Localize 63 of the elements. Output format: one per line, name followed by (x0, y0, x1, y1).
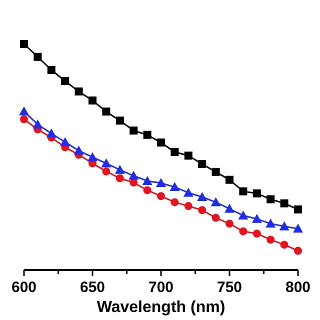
x-tick-label: 600 (11, 279, 37, 296)
point (19, 106, 29, 116)
point (294, 246, 302, 255)
point (239, 187, 248, 196)
point (74, 146, 84, 155)
point (46, 128, 56, 138)
point (116, 174, 124, 182)
point (198, 160, 206, 168)
point (47, 66, 56, 74)
point (143, 130, 152, 139)
point (226, 220, 234, 228)
point (170, 148, 179, 156)
point (198, 206, 206, 214)
point (226, 176, 234, 184)
point (183, 188, 194, 197)
point (157, 192, 165, 200)
point (142, 176, 152, 185)
point (293, 224, 303, 233)
point (239, 227, 248, 236)
point (210, 197, 221, 206)
point (266, 236, 275, 244)
x-tick-label: 650 (80, 279, 106, 296)
point (20, 40, 28, 48)
point (266, 195, 275, 204)
x-axis-title: Wavelength (nm) (96, 299, 226, 316)
point (61, 77, 70, 86)
point (88, 96, 96, 104)
point (252, 189, 261, 198)
point (170, 182, 180, 192)
point (156, 178, 166, 187)
point (32, 119, 43, 128)
point (116, 116, 124, 125)
x-tick-label: 750 (216, 279, 242, 296)
point (279, 221, 290, 230)
point (280, 240, 288, 249)
point (212, 168, 220, 176)
point (88, 152, 98, 162)
point (252, 214, 262, 223)
point (157, 138, 165, 147)
point (114, 164, 125, 174)
point (130, 126, 138, 135)
point (143, 186, 152, 194)
point (197, 192, 208, 201)
point (238, 210, 248, 220)
point (102, 167, 110, 176)
point (102, 108, 110, 116)
point (101, 158, 112, 168)
point (224, 204, 234, 213)
x-tick-label: 700 (148, 279, 174, 296)
point (170, 198, 179, 206)
point (266, 218, 276, 228)
point (20, 115, 28, 124)
point (252, 230, 261, 238)
point (212, 214, 220, 222)
point (184, 152, 192, 160)
point (294, 205, 302, 214)
point (60, 137, 70, 146)
point (280, 199, 288, 208)
point (128, 170, 139, 180)
point (74, 87, 83, 96)
point (34, 52, 42, 61)
point (184, 202, 192, 210)
x-tick-label: 800 (285, 279, 311, 296)
